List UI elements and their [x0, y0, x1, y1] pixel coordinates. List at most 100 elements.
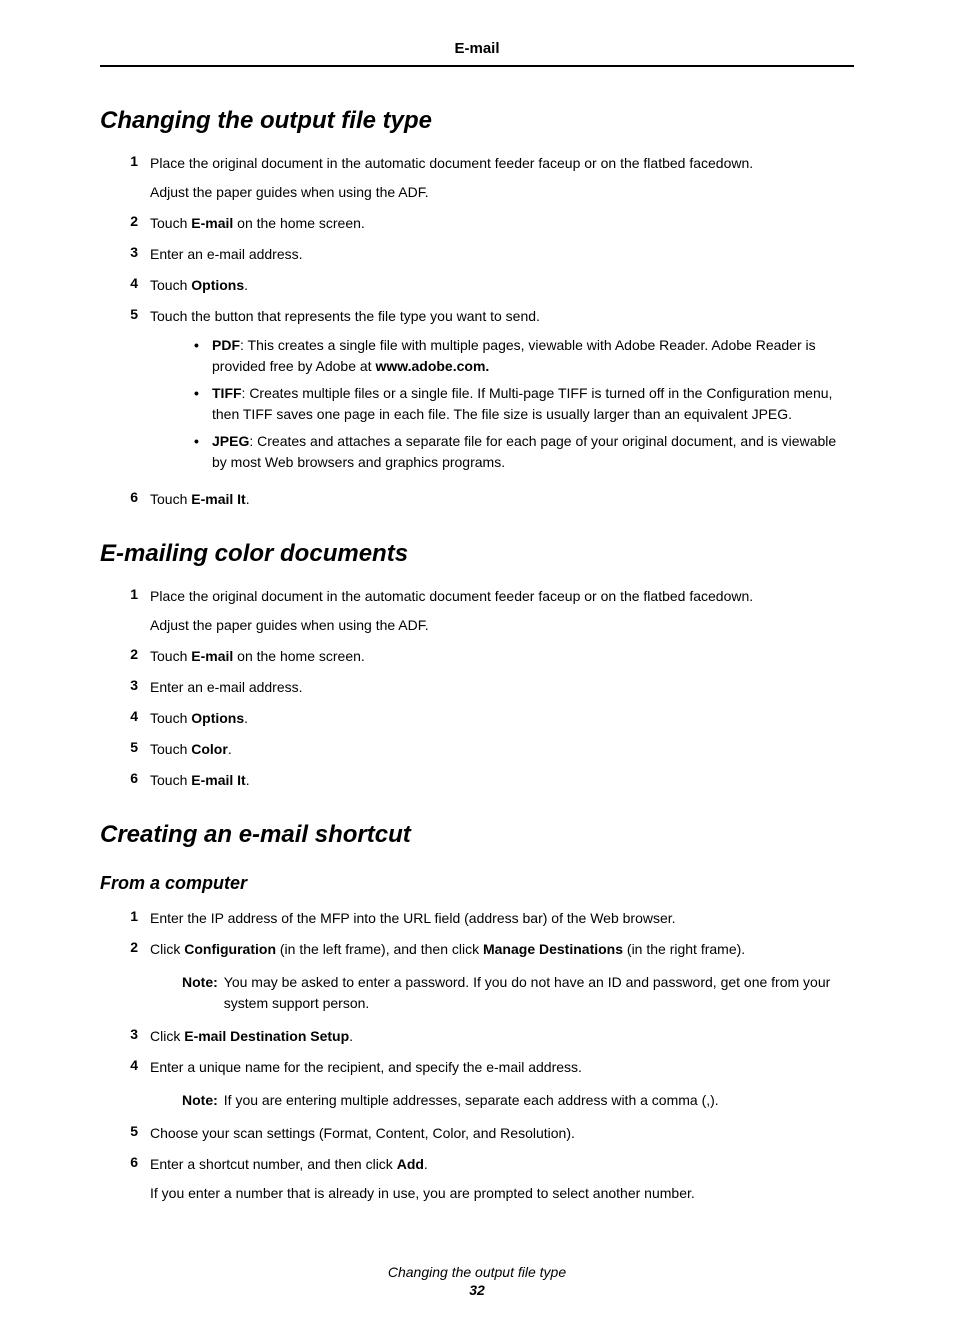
- step-text: Touch E-mail on the home screen.: [150, 646, 854, 667]
- text-run: : Creates and attaches a separate file f…: [212, 433, 836, 470]
- step-item: 6 Enter a shortcut number, and then clic…: [100, 1154, 854, 1204]
- note-block: Note: If you are entering multiple addre…: [182, 1090, 854, 1111]
- bullet-item: TIFF: Creates multiple files or a single…: [194, 383, 854, 425]
- text-bold: E-mail: [191, 215, 233, 231]
- step-line: Adjust the paper guides when using the A…: [150, 182, 854, 203]
- page-footer: Changing the output file type 32: [100, 1264, 854, 1298]
- note-block: Note: You may be asked to enter a passwo…: [182, 972, 854, 1014]
- text-run: .: [228, 741, 232, 757]
- text-bold: JPEG: [212, 433, 249, 449]
- text-run: (in the left frame), and then click: [276, 941, 483, 957]
- page-header: E-mail: [100, 40, 854, 67]
- step-line: Adjust the paper guides when using the A…: [150, 615, 854, 636]
- step-item: 4 Enter a unique name for the recipient,…: [100, 1057, 854, 1078]
- step-text: Touch E-mail It.: [150, 770, 854, 791]
- step-line: Enter the IP address of the MFP into the…: [150, 908, 854, 929]
- step-number: 6: [122, 770, 150, 786]
- text-run: Touch: [150, 215, 191, 231]
- bullet-item: JPEG: Creates and attaches a separate fi…: [194, 431, 854, 473]
- step-item: 3 Click E-mail Destination Setup.: [100, 1026, 854, 1047]
- text-bold: E-mail It: [191, 772, 245, 788]
- text-run: .: [424, 1156, 428, 1172]
- step-line: Enter a unique name for the recipient, a…: [150, 1057, 854, 1078]
- note-text: If you are entering multiple addresses, …: [224, 1090, 854, 1111]
- step-number: 2: [122, 213, 150, 229]
- step-number: 3: [122, 244, 150, 260]
- step-item: 1 Place the original document in the aut…: [100, 586, 854, 636]
- step-text: Place the original document in the autom…: [150, 153, 854, 203]
- text-run: Touch: [150, 710, 191, 726]
- text-run: on the home screen.: [233, 215, 365, 231]
- text-bold: www.adobe.com.: [375, 358, 489, 374]
- step-item: 6 Touch E-mail It.: [100, 489, 854, 510]
- step-item: 3 Enter an e-mail address.: [100, 244, 854, 265]
- bullet-item: PDF: This creates a single file with mul…: [194, 335, 854, 377]
- text-run: .: [246, 491, 250, 507]
- text-bold: E-mail It: [191, 491, 245, 507]
- step-number: 2: [122, 646, 150, 662]
- step-item: 2 Touch E-mail on the home screen.: [100, 213, 854, 234]
- text-run: : This creates a single file with multip…: [212, 337, 816, 374]
- step-item: 5 Choose your scan settings (Format, Con…: [100, 1123, 854, 1144]
- step-text: Click E-mail Destination Setup.: [150, 1026, 854, 1047]
- text-run: .: [349, 1028, 353, 1044]
- text-bold: E-mail Destination Setup: [184, 1028, 349, 1044]
- text-bold: E-mail: [191, 648, 233, 664]
- text-run: on the home screen.: [233, 648, 365, 664]
- step-number: 5: [122, 739, 150, 755]
- text-bold: PDF: [212, 337, 240, 353]
- step-item: 2 Touch E-mail on the home screen.: [100, 646, 854, 667]
- note-label: Note:: [182, 1090, 224, 1111]
- section-heading-color-documents: E-mailing color documents: [100, 540, 854, 568]
- step-number: 5: [122, 1123, 150, 1139]
- text-run: .: [246, 772, 250, 788]
- document-page: E-mail Changing the output file type 1 P…: [0, 0, 954, 1338]
- step-number: 4: [122, 1057, 150, 1073]
- step-item: 1 Enter the IP address of the MFP into t…: [100, 908, 854, 929]
- step-line: Place the original document in the autom…: [150, 153, 854, 174]
- step-line: If you enter a number that is already in…: [150, 1183, 854, 1204]
- step-line: Place the original document in the autom…: [150, 586, 854, 607]
- text-run: Enter a shortcut number, and then click: [150, 1156, 397, 1172]
- step-text: Touch the button that represents the fil…: [150, 306, 854, 479]
- step-number: 2: [122, 939, 150, 955]
- step-item: 5 Touch the button that represents the f…: [100, 306, 854, 479]
- step-text: Enter a unique name for the recipient, a…: [150, 1057, 854, 1078]
- footer-page-number: 32: [100, 1282, 854, 1298]
- step-number: 5: [122, 306, 150, 322]
- step-line: Touch the button that represents the fil…: [150, 306, 854, 327]
- step-number: 6: [122, 489, 150, 505]
- text-run: Touch: [150, 772, 191, 788]
- footer-title: Changing the output file type: [100, 1264, 854, 1280]
- step-item: 1 Place the original document in the aut…: [100, 153, 854, 203]
- step-item: 2 Click Configuration (in the left frame…: [100, 939, 854, 960]
- text-bold: Manage Destinations: [483, 941, 623, 957]
- step-text: Enter a shortcut number, and then click …: [150, 1154, 854, 1204]
- section-heading-output-file-type: Changing the output file type: [100, 107, 854, 135]
- bullet-list: PDF: This creates a single file with mul…: [150, 335, 854, 473]
- step-number: 1: [122, 908, 150, 924]
- step-text: Choose your scan settings (Format, Conte…: [150, 1123, 854, 1144]
- step-item: 4 Touch Options.: [100, 275, 854, 296]
- step-number: 3: [122, 677, 150, 693]
- step-line: Enter an e-mail address.: [150, 677, 854, 698]
- text-bold: Color: [191, 741, 228, 757]
- text-bold: Options: [191, 710, 244, 726]
- step-item: 5 Touch Color.: [100, 739, 854, 760]
- text-bold: Configuration: [184, 941, 276, 957]
- note-label: Note:: [182, 972, 224, 1014]
- text-bold: Add: [397, 1156, 424, 1172]
- text-run: Click: [150, 941, 184, 957]
- text-run: Touch: [150, 277, 191, 293]
- step-item: 3 Enter an e-mail address.: [100, 677, 854, 698]
- step-item: 4 Touch Options.: [100, 708, 854, 729]
- text-bold: TIFF: [212, 385, 242, 401]
- step-text: Touch E-mail on the home screen.: [150, 213, 854, 234]
- text-run: .: [244, 277, 248, 293]
- step-text: Touch Color.: [150, 739, 854, 760]
- step-number: 4: [122, 708, 150, 724]
- note-text: You may be asked to enter a password. If…: [224, 972, 854, 1014]
- step-number: 6: [122, 1154, 150, 1170]
- text-run: .: [244, 710, 248, 726]
- text-run: (in the right frame).: [623, 941, 745, 957]
